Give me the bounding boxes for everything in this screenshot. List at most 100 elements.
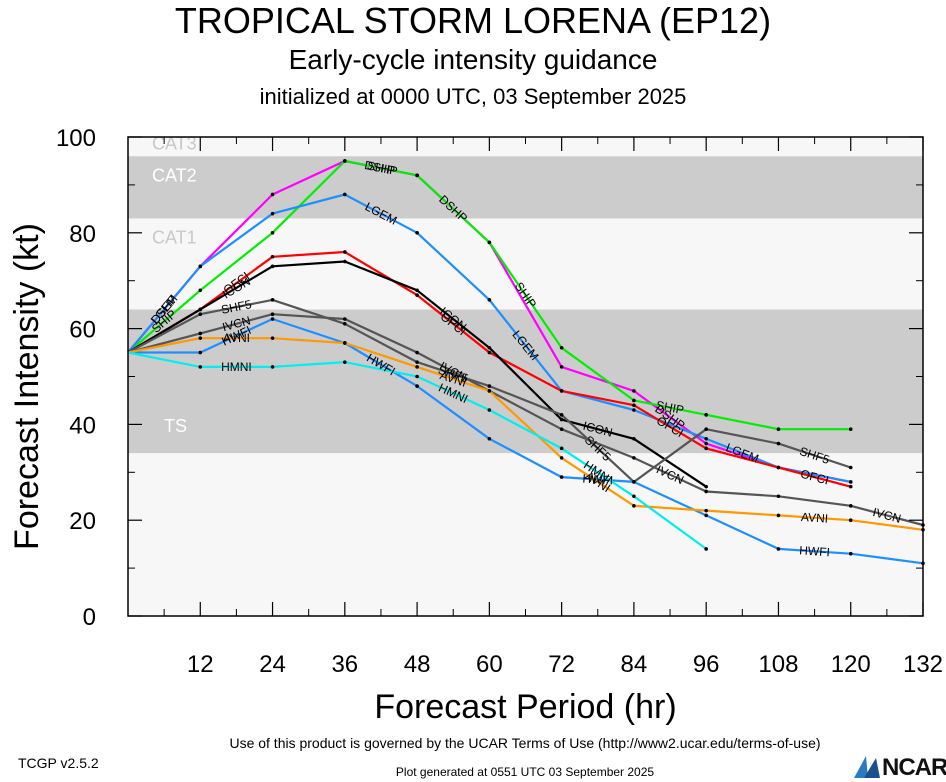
data-point-dshp: [632, 389, 636, 393]
x-tick-label: 108: [758, 651, 798, 678]
data-point-hwfi: [776, 547, 781, 551]
series-line-avni: [127, 337, 924, 531]
series-layer: [127, 159, 925, 566]
series-line-hwfi: [128, 317, 924, 565]
data-point-icon: [632, 436, 636, 441]
data-point-ship: [487, 240, 492, 245]
y-tick-label: 20: [69, 508, 96, 535]
series-label-dshp: DSHP: [363, 158, 398, 178]
data-point-ivcn: [559, 427, 564, 431]
data-point-lgem: [415, 231, 419, 235]
data-point-shf5: [848, 465, 853, 470]
data-point-ivcn: [848, 504, 853, 508]
x-axis-label: Forecast Period (hr): [374, 688, 676, 726]
data-point-hwfi: [704, 513, 708, 518]
data-point-hmni: [632, 494, 636, 499]
data-point-ofci: [415, 293, 419, 297]
data-point-shf5: [198, 312, 203, 317]
data-point-hmni: [198, 365, 203, 369]
data-point-hmni: [487, 408, 492, 412]
data-point-ivcn: [776, 494, 781, 499]
ncar-logo: NCAR: [852, 752, 946, 781]
version-label: TCGP v2.5.2: [18, 755, 99, 771]
data-point-ship: [559, 345, 564, 350]
x-tick-label: 24: [259, 651, 286, 678]
data-point-avni: [559, 456, 564, 460]
series-label-avni: AVNI: [223, 331, 250, 345]
data-point-shf5: [776, 441, 781, 446]
series-label-text: HMNI: [221, 360, 252, 374]
data-point-icon: [559, 417, 564, 422]
series-label-text: SHIP: [655, 398, 685, 417]
data-point-shf5: [559, 413, 564, 417]
y-tick-label: 40: [69, 412, 96, 439]
data-point-lgem: [848, 480, 853, 484]
data-point-hmni: [704, 547, 708, 551]
x-tick-label: 60: [476, 651, 503, 678]
data-point-avni: [848, 518, 853, 522]
x-tick-label: 72: [548, 651, 575, 678]
data-point-ofci: [704, 446, 708, 451]
series-label-shf5: SHF5: [220, 297, 253, 317]
data-point-ship: [343, 159, 347, 163]
series-label-ship: SHIP: [366, 159, 396, 178]
data-point-hwfi: [415, 384, 419, 388]
x-tick-label: 12: [187, 651, 214, 678]
data-point-avni: [487, 389, 492, 393]
band-cat3: [128, 137, 923, 157]
data-point-hmni: [343, 360, 347, 364]
data-point-hwfi: [632, 480, 636, 484]
generated-timestamp: Plot generated at 0551 UTC 03 September …: [395, 765, 655, 779]
series-label-ship: SHIP: [655, 398, 685, 417]
data-point-ivcn: [632, 456, 636, 460]
data-point-ivcn: [415, 350, 419, 355]
series-label-avni: AVNI: [801, 510, 829, 526]
series-label-hwfi: HWFI: [582, 471, 614, 487]
y-tick-label: 100: [56, 125, 96, 152]
data-point-hwfi: [559, 475, 564, 479]
data-point-icon: [343, 259, 347, 264]
series-label-text: AVNI: [223, 331, 250, 345]
x-tick-label: 84: [621, 651, 648, 678]
series-label-text: DSHP: [363, 158, 398, 178]
data-point-ship: [198, 288, 203, 293]
data-point-dshp: [559, 365, 564, 369]
x-tick-label: 48: [404, 651, 431, 678]
data-point-ship: [415, 173, 419, 178]
data-point-hwfi: [487, 436, 492, 441]
x-tick-label: 120: [831, 651, 871, 678]
data-point-ofci: [848, 484, 853, 489]
series-line-ivcn: [127, 313, 924, 527]
data-point-lgem: [632, 408, 636, 412]
y-tick-label: 80: [69, 221, 96, 248]
data-point-ofci: [776, 465, 781, 470]
data-point-avni: [270, 336, 275, 340]
data-point-icon: [415, 288, 419, 293]
data-point-hmni: [415, 374, 419, 379]
chart-title: TROPICAL STORM LORENA (EP12): [174, 0, 772, 41]
data-point-hmni: [270, 365, 275, 369]
data-point-ofci: [487, 350, 492, 355]
data-point-icon: [704, 484, 708, 489]
series-label-text: SHIP: [366, 159, 396, 178]
band-cat2: [128, 156, 923, 219]
data-point-ship: [632, 398, 636, 403]
data-point-lgem: [704, 436, 708, 441]
x-tick-label: 36: [331, 651, 358, 678]
data-point-ivcn: [198, 331, 203, 336]
chart-initialization-time: initialized at 0000 UTC, 03 September 20…: [259, 84, 687, 109]
data-point-ship: [776, 427, 781, 431]
data-point-hwfi: [270, 317, 275, 321]
data-point-shf5: [343, 322, 347, 326]
data-point-ofci: [632, 403, 636, 408]
axis-layer: 12 24 36 48 60 72 84 96 108 120 132 0 20 40 60 80 100 For…: [8, 125, 943, 726]
data-point-ivcn: [270, 312, 275, 317]
y-tick-label: 60: [69, 317, 96, 344]
data-point-shf5: [415, 360, 419, 364]
data-point-ofci: [270, 254, 275, 259]
y-tick-label: 0: [83, 604, 96, 631]
data-point-avni: [776, 513, 781, 518]
data-point-icon: [270, 264, 275, 269]
data-point-hwfi: [848, 551, 853, 556]
